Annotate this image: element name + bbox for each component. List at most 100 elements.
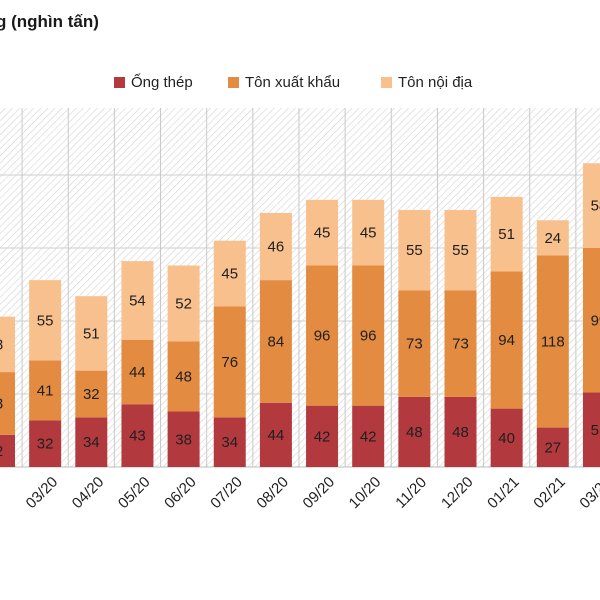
bar-ton-xuat-khau [306,265,339,406]
data-label-ong-thep: 42 [360,428,377,445]
data-label-ong-thep: 48 [452,424,469,441]
data-label-ton-xuat-khau: 96 [360,328,377,345]
data-label-ton-noi-dia: 55 [452,242,469,259]
bar-ton-xuat-khau [121,339,154,405]
data-label-ton-xuat-khau: 44 [129,364,146,381]
bar-ong-thep [398,396,431,467]
legend-swatch-ong-thep [114,77,125,88]
bar-ton-xuat-khau [75,370,108,418]
x-tick-label: 07/20 [207,474,246,513]
data-label-ton-noi-dia: 45 [221,266,238,283]
data-label-ton-noi-dia: 55 [37,312,54,329]
data-label-ton-noi-dia: 55 [406,242,423,259]
data-label-ton-noi-dia: 58 [591,198,600,215]
bar-ton-xuat-khau [444,290,477,397]
x-tick-label: 08/20 [253,474,292,513]
data-label-ton-xuat-khau: 73 [406,336,423,353]
x-tick-label: 03/21 [576,474,600,513]
bar-ton-noi-dia [29,280,62,361]
legend-label-ong-thep: Ống thép [131,74,193,91]
data-label-ton-noi-dia: 46 [268,239,285,256]
bar-ong-thep [490,408,523,467]
data-label-ton-noi-dia: 51 [83,325,100,342]
bar-ton-xuat-khau [0,372,15,435]
x-tick-label: 04/20 [69,474,108,513]
data-label-ong-thep: 48 [406,424,423,441]
legend-item-ton-xuat-khau: Tôn xuất khẩu [228,74,340,91]
x-tick-label: 05/20 [115,474,154,513]
data-label-ton-xuat-khau: 41 [37,382,54,399]
legend-swatch-ton-noi-dia [381,77,392,88]
bar-ong-thep [582,392,600,467]
data-label-ong-thep: 27 [544,439,561,456]
data-label-ong-thep: 51 [591,422,600,439]
bar-ton-noi-dia [259,212,292,281]
x-tick-label: 12/20 [438,474,477,513]
bar-ton-xuat-khau [536,255,569,428]
bar-ton-noi-dia [582,163,600,248]
data-label-ong-thep: 38 [175,431,192,448]
legend-label-ton-noi-dia: Tôn nội địa [398,74,473,91]
data-label-ton-noi-dia: 45 [314,225,331,242]
data-label-ton-noi-dia: 24 [544,230,561,247]
data-label-ton-xuat-khau: 96 [314,328,331,345]
bar-ton-xuat-khau [259,280,292,403]
bar-ong-thep [213,417,246,467]
bar-ong-thep [29,420,62,467]
bar-ton-xuat-khau [213,306,246,418]
bar-ong-thep [352,405,385,467]
data-label-ton-xuat-khau: 118 [541,333,565,350]
data-label-ton-xuat-khau: 32 [83,386,100,403]
bar-ton-xuat-khau [352,265,385,406]
data-label-ong-thep: 43 [129,428,146,445]
x-tick-label: 02/21 [530,474,569,513]
bar-ton-noi-dia [352,199,385,266]
bar-ton-noi-dia [398,210,431,291]
bar-ton-noi-dia [306,199,339,266]
x-tick-label: 09/20 [300,474,339,513]
x-tick-label: 01/21 [484,474,523,513]
bar-ton-noi-dia [213,240,246,307]
bar-ong-thep [167,411,200,467]
bar-ton-xuat-khau [29,360,62,421]
data-label-ton-xuat-khau: 99 [591,312,600,329]
data-label-ton-xuat-khau: 94 [498,332,515,349]
data-label-ong-thep: 34 [83,434,100,451]
data-label-ton-noi-dia: 8 [0,336,3,353]
bar-ton-xuat-khau [398,290,431,397]
x-tick-label: 10/20 [346,474,385,513]
legend-item-ton-noi-dia: Tôn nội địa [381,74,472,91]
data-label-ton-xuat-khau: 76 [221,354,238,371]
data-label-ton-noi-dia: 45 [360,225,377,242]
data-label-ong-thep: 2 [0,443,3,460]
bar-ton-xuat-khau [167,341,200,412]
legend-item-ong-thep: Ống thép [114,74,193,91]
chart-title: g (nghìn tấn) [0,12,99,31]
data-label-ton-xuat-khau: 3 [0,395,3,412]
legend-swatch-ton-xuat-khau [228,77,239,88]
bar-ton-noi-dia [0,316,15,373]
data-label-ton-xuat-khau: 48 [175,368,192,385]
legend-label-ton-xuat-khau: Tôn xuất khẩu [245,74,341,91]
bar-ton-noi-dia [75,296,108,371]
data-label-ton-noi-dia: 51 [498,226,515,243]
bar-ong-thep [259,402,292,467]
data-label-ton-xuat-khau: 73 [452,336,469,353]
data-label-ong-thep: 34 [221,434,238,451]
bar-ton-noi-dia [121,261,154,340]
bar-ton-xuat-khau [490,271,523,409]
bar-ton-noi-dia [536,220,569,256]
bar-ong-thep [75,417,108,467]
legend: Ống thép Tôn xuất khẩu Tôn nội địa [0,74,600,96]
bar-ton-noi-dia [490,196,523,272]
bar-ton-noi-dia [167,265,200,342]
data-label-ong-thep: 32 [37,436,54,453]
bar-ong-thep [0,434,15,467]
bar-ong-thep [306,405,339,467]
x-tick-label: 03/20 [23,474,62,513]
x-tick-label: 11/20 [392,474,430,512]
data-label-ong-thep: 42 [314,428,331,445]
bar-ong-thep [444,396,477,467]
bar-ton-noi-dia [444,210,477,291]
bar-ong-thep [121,404,154,467]
